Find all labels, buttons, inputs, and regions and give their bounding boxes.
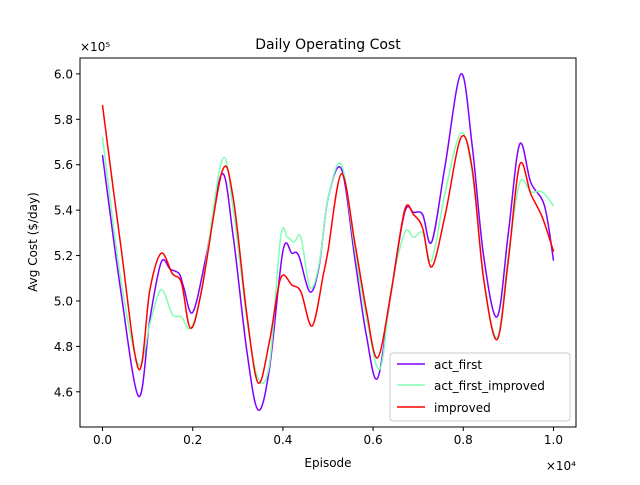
x-tick-label: 1.0 — [544, 433, 563, 447]
y-tick-label: 5.6 — [54, 158, 73, 172]
legend-label-act-first-improved: act_first_improved — [434, 379, 545, 393]
y-tick-label: 5.8 — [54, 113, 73, 127]
y-tick-label: 4.6 — [54, 385, 73, 399]
legend-box — [389, 352, 571, 422]
plot-frame — [79, 57, 577, 428]
chart-title: Daily Operating Cost — [255, 37, 401, 53]
y-multiplier-label: ×10⁵ — [80, 40, 110, 54]
x-multiplier-label: ×10⁴ — [546, 459, 576, 473]
x-axis-label: Episode — [304, 456, 351, 470]
y-tick-label: 5.2 — [54, 249, 73, 263]
legend: act_first act_first_improved improved — [389, 352, 571, 422]
x-tick-label: 0.2 — [183, 433, 202, 447]
legend-label-act-first: act_first — [434, 358, 482, 372]
y-tick-label: 5.4 — [54, 204, 73, 218]
y-tick-label: 6.0 — [54, 67, 73, 81]
x-tick-label: 0.4 — [273, 433, 292, 447]
legend-label-improved: improved — [434, 401, 491, 415]
series-layer — [101, 73, 555, 411]
x-tick-label: 0.8 — [454, 433, 473, 447]
series-line-improved — [101, 104, 555, 384]
y-tick-label: 5.0 — [54, 294, 73, 308]
y-axis-label: Avg Cost ($/day) — [26, 192, 40, 292]
x-tick-label: 0.6 — [364, 433, 383, 447]
x-tick-label: 0.0 — [93, 433, 112, 447]
ticks-layer: 0.0 0.2 0.4 0.6 0.8 1.0 4.6 4.8 5.0 5.2 5.4 5.6 5.8 6… — [54, 67, 563, 447]
y-tick-label: 4.8 — [54, 340, 73, 354]
